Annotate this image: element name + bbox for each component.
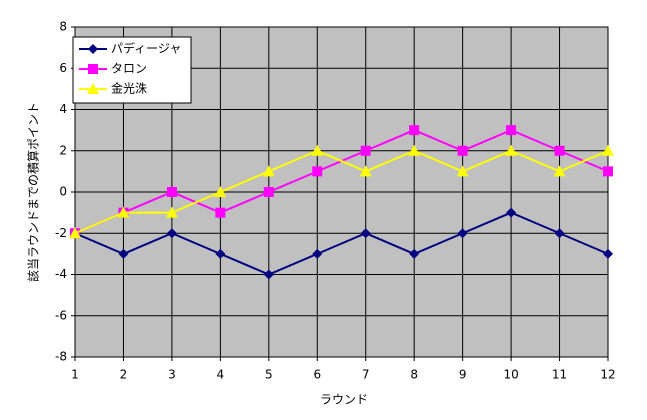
- marker: [360, 145, 371, 156]
- y-tick-label: 8: [59, 20, 67, 34]
- x-tick-label: 2: [120, 368, 128, 382]
- marker: [88, 64, 98, 74]
- marker: [409, 248, 420, 259]
- marker: [166, 228, 177, 239]
- marker: [215, 248, 226, 259]
- marker: [118, 248, 129, 259]
- legend-label: タロン: [111, 62, 147, 76]
- marker: [457, 145, 468, 156]
- marker: [603, 166, 613, 177]
- legend-label: パディージャ: [111, 41, 181, 56]
- marker: [553, 165, 566, 177]
- marker: [602, 144, 614, 156]
- marker: [214, 186, 227, 197]
- y-tick-label: -4: [55, 267, 67, 281]
- marker: [312, 248, 323, 259]
- x-tick-label: 12: [600, 368, 615, 382]
- x-tick-label: 1: [71, 368, 79, 382]
- x-tick-label: 4: [217, 368, 225, 382]
- marker: [312, 166, 323, 177]
- marker: [165, 206, 178, 218]
- marker: [359, 165, 372, 177]
- marker: [506, 125, 517, 136]
- marker: [87, 83, 99, 94]
- marker: [505, 144, 518, 156]
- x-tick-label: 10: [503, 368, 518, 382]
- x-tick-label: 8: [410, 368, 418, 382]
- marker: [408, 144, 421, 156]
- marker: [506, 207, 517, 218]
- x-tick-label: 6: [313, 368, 321, 382]
- x-tick-label: 11: [552, 368, 567, 382]
- y-tick-label: -8: [55, 350, 67, 364]
- marker: [457, 228, 468, 239]
- y-tick-label: -2: [55, 226, 67, 240]
- marker: [263, 187, 274, 197]
- y-tick-label: 2: [59, 143, 67, 157]
- marker: [117, 206, 130, 218]
- marker: [263, 269, 274, 280]
- marker: [360, 228, 371, 239]
- marker: [456, 165, 469, 177]
- marker: [88, 44, 98, 54]
- legend-label: 金光洙: [111, 81, 147, 96]
- y-tick-label: 4: [59, 102, 67, 116]
- marker: [554, 228, 565, 239]
- x-tick-label: 9: [459, 368, 467, 382]
- x-tick-label: 3: [168, 368, 176, 382]
- marker: [603, 248, 613, 259]
- y-tick-label: 0: [59, 185, 67, 199]
- marker: [311, 144, 324, 156]
- marker: [69, 227, 81, 239]
- x-axis-label: ラウンド: [320, 393, 368, 407]
- y-tick-label: -6: [55, 308, 67, 322]
- marker: [262, 165, 275, 177]
- x-tick-label: 7: [362, 368, 370, 382]
- marker: [554, 145, 565, 156]
- y-tick-label: 6: [59, 61, 67, 75]
- series-line: [74, 211, 609, 276]
- marker: [409, 125, 420, 136]
- series-line: [74, 149, 609, 235]
- y-axis-label: 該当ラウンドまでの積算ポイント: [26, 102, 41, 282]
- marker: [166, 187, 177, 197]
- x-tick-label: 5: [265, 368, 273, 382]
- marker: [215, 207, 226, 218]
- plot-border: [74, 26, 609, 358]
